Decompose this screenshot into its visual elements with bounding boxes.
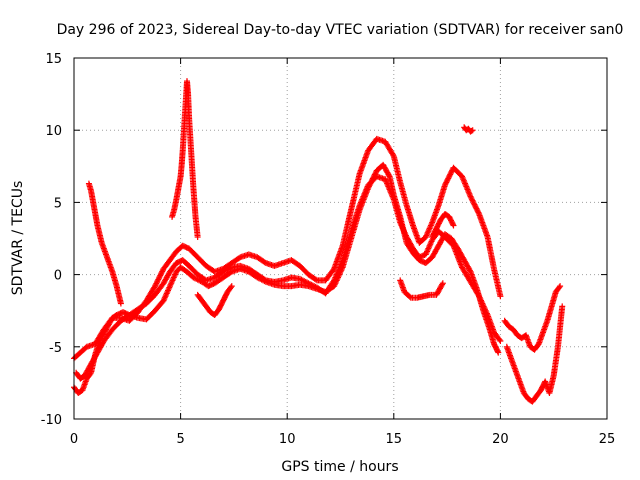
- data-point-track-7: [439, 281, 446, 288]
- data-point-track-3: [312, 276, 319, 283]
- data-point-track-3: [157, 272, 164, 279]
- data-point-track-3: [156, 273, 163, 280]
- x-tick-label: 10: [279, 432, 296, 447]
- data-point-track-1: [466, 267, 473, 274]
- data-point-track-3: [475, 209, 482, 216]
- data-point-track-3: [470, 198, 477, 205]
- data-point-track-3: [470, 200, 477, 207]
- data-point-track-3: [390, 151, 397, 158]
- data-point-track-3: [448, 168, 455, 175]
- data-point-track-3: [442, 180, 449, 187]
- series-track-5: [169, 78, 201, 241]
- data-point-track-3: [154, 277, 161, 284]
- data-point-track-3: [158, 269, 165, 276]
- series-track-10: [501, 283, 564, 353]
- data-point-track-3: [472, 204, 479, 211]
- data-point-track-3: [153, 280, 160, 287]
- data-point-track-3: [469, 197, 476, 204]
- data-point-track-3: [152, 283, 159, 290]
- data-point-track-10: [557, 283, 564, 290]
- axis-ticks: 0 5 10 15 20 25 -10 -5 0 5 10 15: [41, 52, 616, 447]
- data-point-track-3: [236, 255, 243, 262]
- data-point-track-3: [474, 206, 481, 213]
- data-point-track-3: [497, 293, 504, 300]
- series-track-6: [194, 283, 235, 319]
- x-axis-label: GPS time / hours: [281, 459, 398, 475]
- data-point-track-9: [468, 127, 475, 134]
- data-point-track-3: [467, 193, 474, 200]
- series-track-7: [397, 277, 446, 301]
- data-point-track-2: [497, 338, 504, 345]
- data-point-track-11: [559, 303, 566, 310]
- data-point-track-1: [385, 172, 392, 179]
- y-tick-label: -10: [41, 413, 62, 428]
- data-point-track-3: [261, 259, 268, 266]
- data-point-track-3: [155, 275, 162, 282]
- data-point-track-3: [155, 276, 162, 283]
- data-point-track-3: [471, 201, 478, 208]
- series-track-9: [461, 124, 476, 135]
- x-tick-label: 5: [176, 432, 184, 447]
- plot-frame: [73, 57, 608, 420]
- data-point-track-3: [472, 202, 479, 209]
- data-point-track-3: [443, 179, 450, 186]
- data-point-track-5: [194, 234, 201, 241]
- data-point-track-7: [406, 293, 413, 300]
- data-points: [71, 78, 566, 405]
- data-point-track-1: [495, 349, 502, 356]
- series-track-4: [85, 180, 124, 307]
- x-tick-label: 25: [599, 432, 616, 447]
- data-point-track-3: [468, 196, 475, 203]
- y-tick-label: 10: [45, 124, 62, 139]
- y-tick-label: -5: [49, 341, 62, 356]
- data-point-track-3: [152, 281, 159, 288]
- series-track-11: [503, 303, 566, 405]
- data-point-track-3: [445, 175, 452, 182]
- data-point-track-2: [496, 336, 503, 343]
- data-point-track-3: [468, 194, 475, 201]
- data-point-track-2: [261, 276, 268, 283]
- data-point-track-3: [443, 178, 450, 185]
- x-tick-label: 0: [70, 432, 78, 447]
- y-axis-label: SDTVAR / TECUs: [10, 181, 26, 296]
- data-point-track-3: [157, 271, 164, 278]
- data-point-track-3: [447, 170, 454, 177]
- data-point-track-3: [153, 279, 160, 286]
- grid-lines: [74, 58, 607, 419]
- y-tick-label: 0: [54, 269, 62, 284]
- data-point-track-3: [441, 182, 448, 189]
- data-point-track-7: [439, 280, 446, 287]
- data-point-track-8: [450, 222, 457, 229]
- series-track-3: [71, 135, 504, 362]
- data-point-track-4: [117, 300, 124, 307]
- data-point-track-10: [556, 284, 563, 291]
- data-point-track-3: [444, 176, 451, 183]
- data-point-track-6: [227, 284, 234, 291]
- chart-title: Day 296 of 2023, Sidereal Day-to-day VTE…: [57, 22, 624, 38]
- data-point-track-3: [445, 174, 452, 181]
- data-point-track-3: [446, 172, 453, 179]
- data-point-track-9: [469, 127, 476, 134]
- data-point-track-1: [494, 348, 501, 355]
- data-point-track-6: [228, 283, 235, 290]
- y-tick-label: 15: [45, 52, 62, 67]
- data-point-track-8: [449, 221, 456, 228]
- x-tick-label: 20: [492, 432, 509, 447]
- data-point-track-3: [447, 171, 454, 178]
- data-point-track-3: [473, 205, 480, 212]
- data-point-track-3: [474, 208, 481, 215]
- y-tick-label: 5: [54, 196, 62, 211]
- series-track-8: [429, 210, 457, 241]
- x-tick-label: 15: [386, 432, 403, 447]
- data-point-track-3: [159, 268, 166, 275]
